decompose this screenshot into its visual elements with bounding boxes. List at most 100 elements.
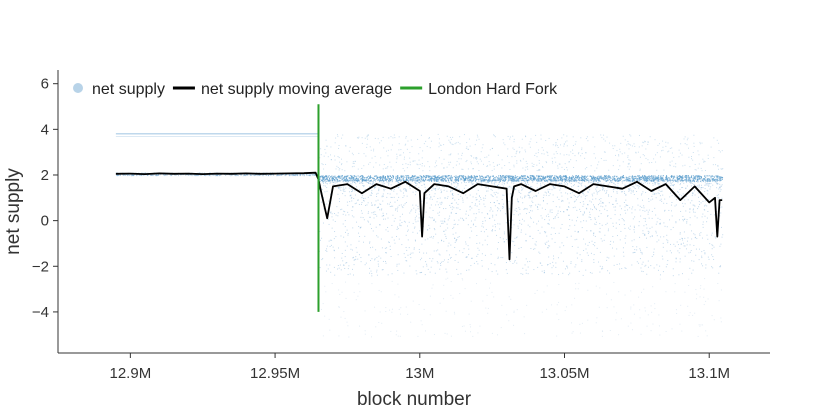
scatter-point xyxy=(718,197,720,199)
scatter-point xyxy=(405,246,407,248)
scatter-point xyxy=(666,180,668,182)
scatter-point xyxy=(504,178,506,180)
scatter-point xyxy=(488,179,490,181)
scatter-point xyxy=(622,251,624,253)
scatter-point xyxy=(596,179,598,181)
scatter-point xyxy=(635,184,637,186)
scatter-point xyxy=(190,174,192,176)
scatter-point xyxy=(473,213,475,215)
scatter-point xyxy=(277,175,279,177)
scatter-point xyxy=(290,174,292,176)
scatter-point xyxy=(129,174,131,176)
scatter-point xyxy=(671,215,673,217)
scatter-point xyxy=(369,216,371,218)
scatter-point xyxy=(447,245,449,247)
scatter-point xyxy=(616,178,618,180)
scatter-point xyxy=(697,180,699,182)
scatter-point xyxy=(318,178,320,181)
scatter-point xyxy=(535,175,537,177)
scatter-point xyxy=(440,264,442,266)
scatter-point xyxy=(502,206,504,208)
scatter-point xyxy=(716,179,718,181)
scatter-point xyxy=(546,203,548,205)
scatter-point xyxy=(585,207,587,209)
scatter-point xyxy=(429,227,431,229)
scatter-point xyxy=(551,211,553,213)
scatter-point xyxy=(450,179,452,181)
scatter-point xyxy=(568,180,570,182)
scatter-point xyxy=(514,178,516,180)
scatter-point xyxy=(697,178,699,180)
scatter-point xyxy=(362,175,364,177)
scatter-point xyxy=(333,266,335,268)
scatter-point xyxy=(586,195,588,197)
scatter-point xyxy=(637,185,639,187)
scatter-point xyxy=(616,191,618,193)
scatter-point xyxy=(435,221,437,223)
scatter-point xyxy=(321,179,323,181)
scatter-point xyxy=(574,196,576,198)
scatter-point xyxy=(641,206,643,208)
scatter-point xyxy=(719,266,721,268)
scatter-point xyxy=(293,174,295,176)
scatter-point xyxy=(559,178,561,180)
scatter-point xyxy=(600,177,602,180)
scatter-point xyxy=(434,177,436,179)
scatter-point xyxy=(677,175,679,178)
scatter-point xyxy=(378,187,380,189)
scatter-point xyxy=(703,250,705,252)
scatter-point xyxy=(548,223,550,225)
scatter-point xyxy=(568,179,570,181)
scatter-point xyxy=(461,197,463,199)
scatter-point xyxy=(715,179,717,181)
scatter-point xyxy=(666,226,668,228)
scatter-point xyxy=(215,175,217,177)
scatter-point xyxy=(571,219,573,221)
scatter-point xyxy=(513,180,515,182)
scatter-point xyxy=(412,179,414,181)
scatter-point xyxy=(400,179,402,181)
scatter-point xyxy=(614,179,616,181)
scatter-point xyxy=(347,268,349,270)
scatter-point xyxy=(371,212,373,214)
scatter-point xyxy=(407,177,409,179)
scatter-point xyxy=(587,175,589,177)
scatter-point xyxy=(660,175,662,177)
scatter-point xyxy=(346,179,348,181)
scatter-point xyxy=(365,181,367,183)
scatter-point xyxy=(362,184,364,186)
scatter-point xyxy=(396,265,398,267)
scatter-point xyxy=(410,210,412,212)
scatter-point xyxy=(465,256,467,258)
scatter-point xyxy=(481,253,483,255)
scatter-point xyxy=(430,217,432,219)
scatter-point xyxy=(517,214,519,216)
scatter-point xyxy=(720,177,722,179)
scatter-point xyxy=(174,174,176,176)
scatter-point xyxy=(561,182,563,184)
scatter-point xyxy=(469,176,471,178)
scatter-point xyxy=(599,251,601,253)
scatter-point xyxy=(449,254,451,256)
scatter-point xyxy=(348,180,350,182)
scatter-point xyxy=(577,196,579,198)
scatter-point xyxy=(359,236,361,238)
scatter-point xyxy=(525,233,527,235)
scatter-point xyxy=(498,203,500,205)
scatter-point xyxy=(478,180,480,182)
scatter-point xyxy=(323,176,325,179)
scatter-point xyxy=(692,269,694,271)
scatter-point xyxy=(507,176,509,178)
scatter-point xyxy=(335,181,337,183)
scatter-point xyxy=(389,179,391,182)
scatter-point xyxy=(548,195,550,197)
scatter-point xyxy=(549,178,551,180)
scatter-point xyxy=(281,174,283,176)
scatter-point xyxy=(687,199,689,201)
scatter-point xyxy=(559,179,561,181)
scatter-point xyxy=(346,179,348,181)
scatter-point xyxy=(502,175,504,177)
scatter-point xyxy=(684,179,686,181)
scatter-point xyxy=(687,180,689,182)
scatter-point xyxy=(611,180,613,182)
